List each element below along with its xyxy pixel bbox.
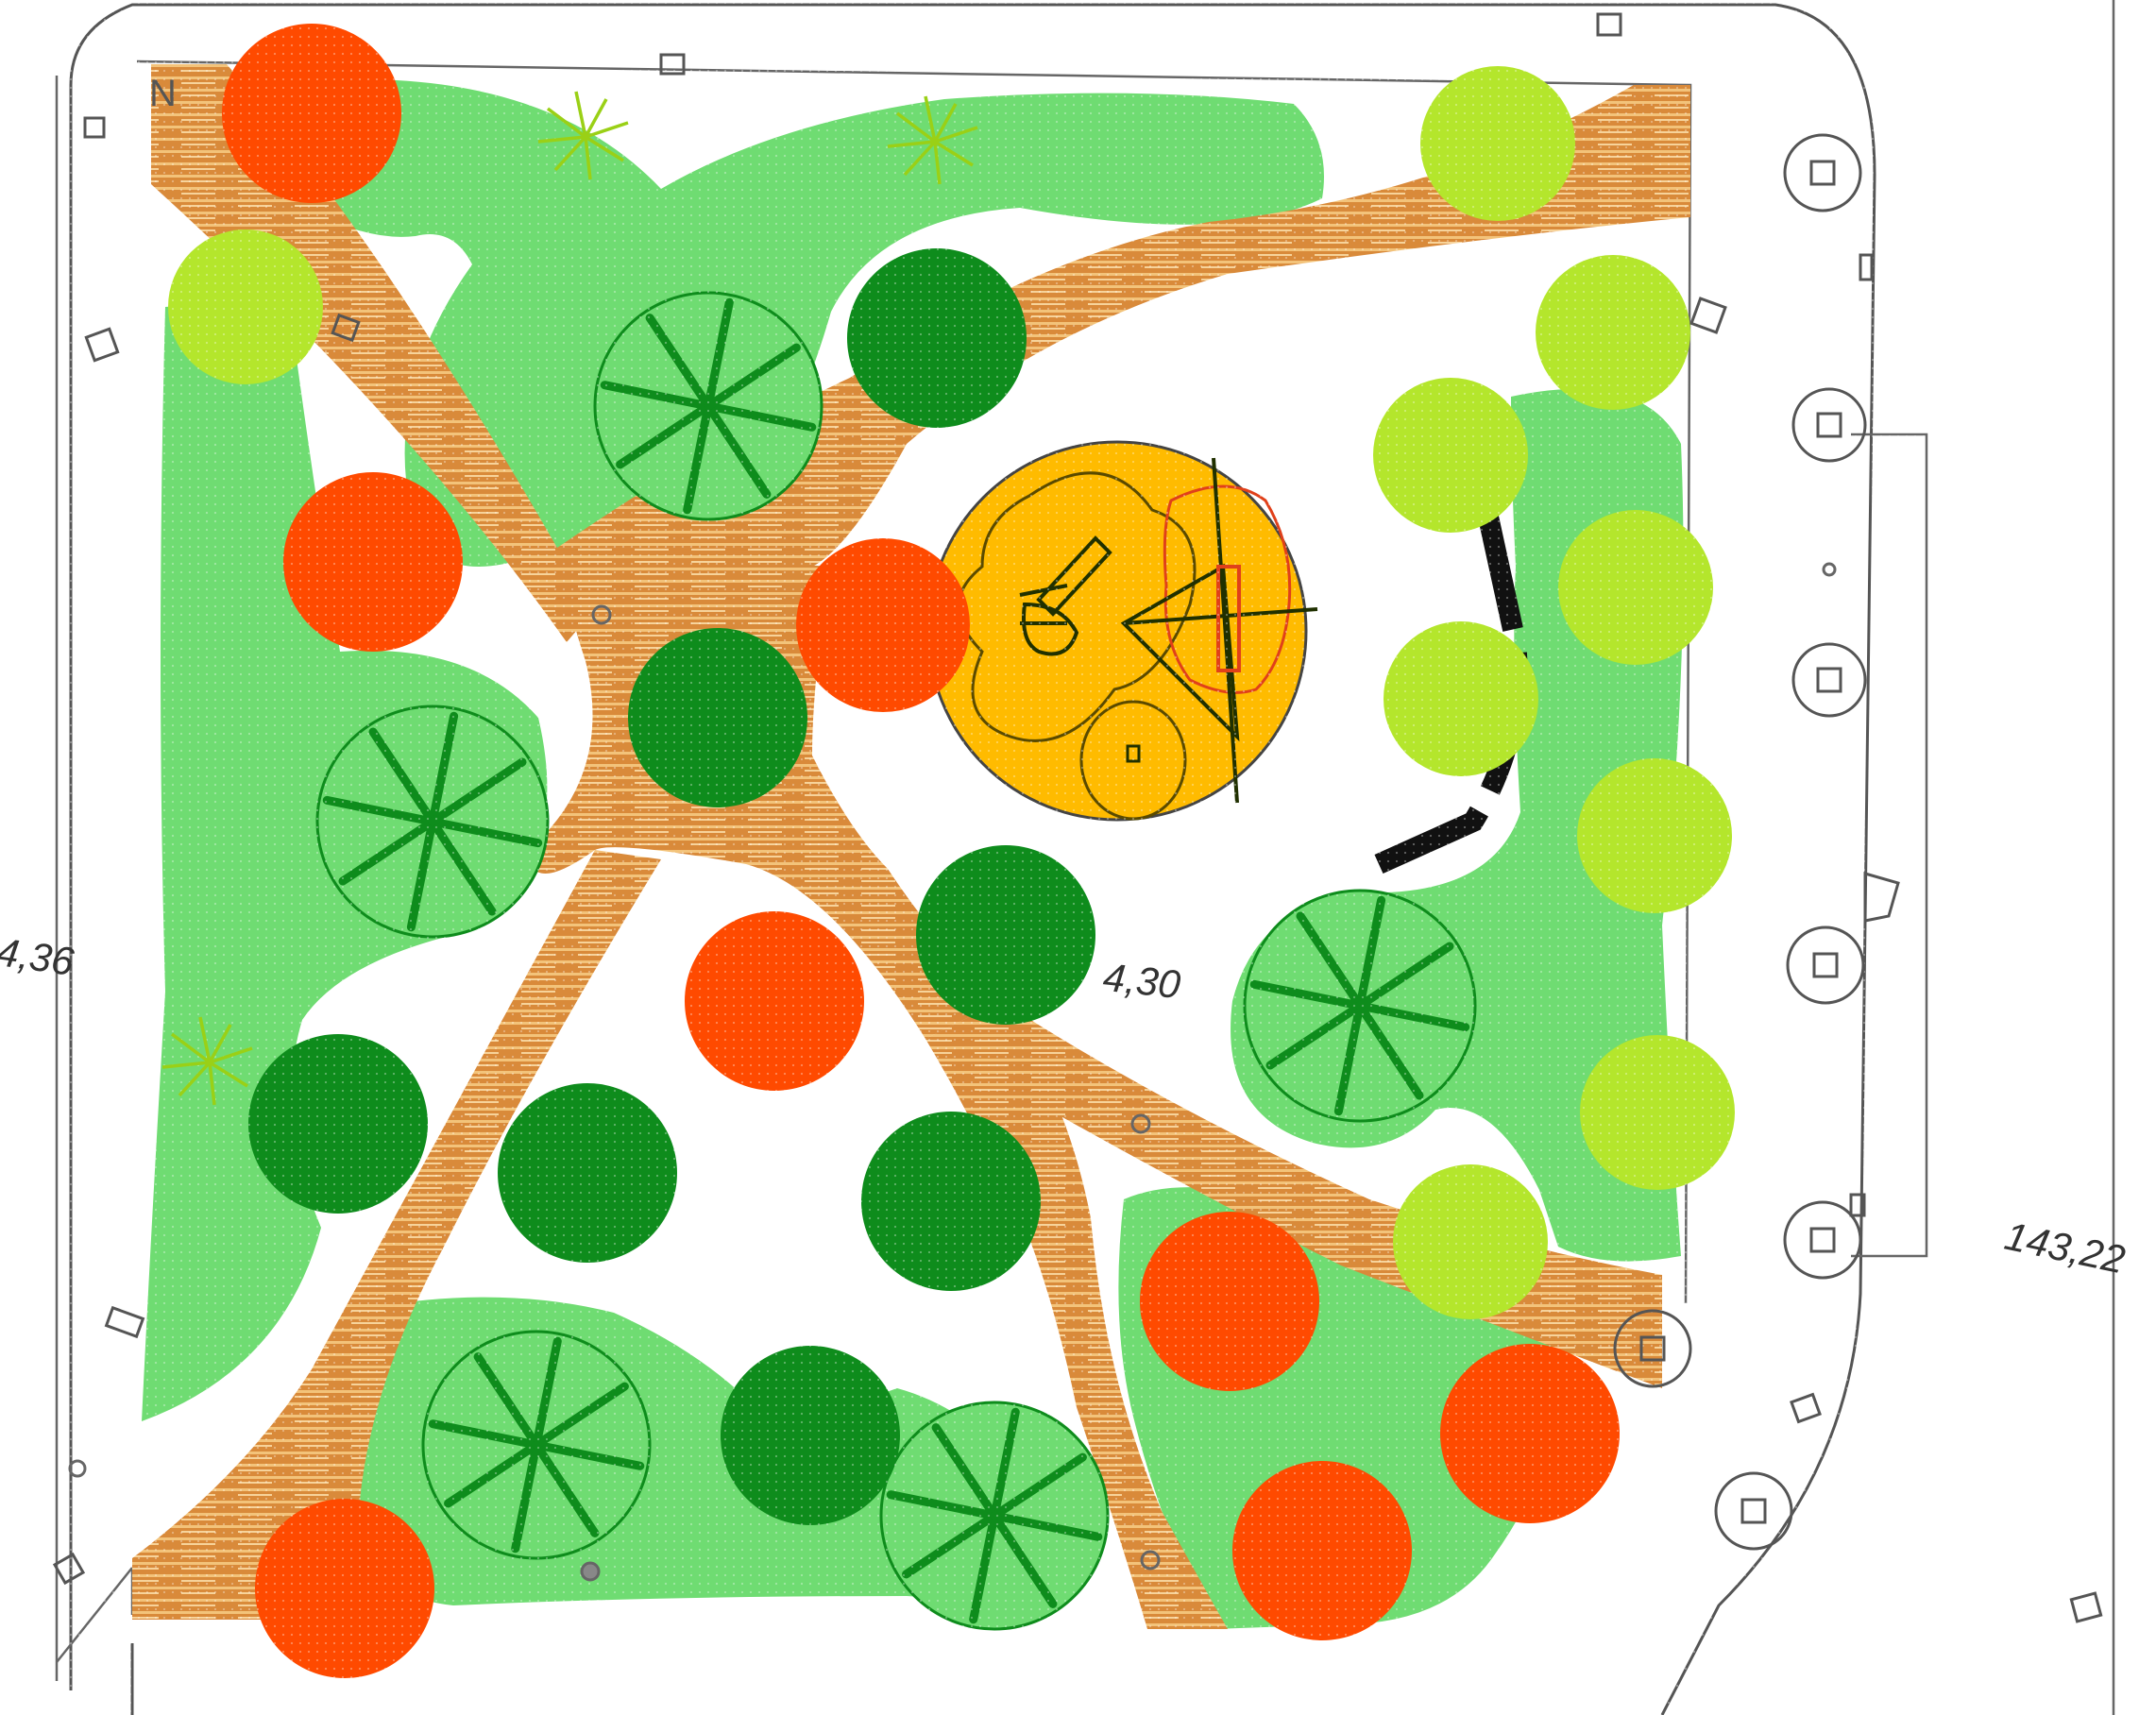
manhole-icon: [68, 1459, 87, 1478]
manhole-icon: [580, 1561, 601, 1582]
tree-red: [222, 24, 401, 203]
tree-dark-green: [248, 1034, 428, 1214]
tree-dark-green: [861, 1112, 1041, 1291]
tree-lime: [1558, 510, 1713, 665]
tree-lime: [1577, 758, 1732, 913]
tree-lime: [1384, 621, 1538, 776]
manhole-icon: [1140, 1550, 1161, 1571]
tree-dark-green: [847, 248, 1027, 428]
elevation-label-center: 4,30: [1101, 955, 1183, 1007]
palm-icon: [161, 1016, 253, 1106]
manhole-icon: [591, 604, 612, 625]
tree-lime: [1580, 1035, 1735, 1190]
tree-red: [685, 911, 864, 1091]
tree-red: [1232, 1461, 1412, 1640]
manhole-icon: [1130, 1113, 1151, 1134]
tree-lime: [1536, 255, 1690, 410]
tree-red: [796, 538, 970, 712]
tree-red: [1440, 1344, 1620, 1523]
manhole-icon: [1822, 562, 1837, 577]
tree-dark-green: [916, 845, 1095, 1025]
north-icon: N: [149, 73, 177, 114]
shrub-icon: [879, 1401, 1110, 1631]
lamp-icon: [1791, 387, 1867, 463]
tree-red: [1140, 1212, 1319, 1391]
tree-lime: [1373, 378, 1528, 533]
palms: [161, 91, 978, 1106]
play-area: [926, 440, 1308, 822]
lamp-icon: [1791, 642, 1867, 718]
tree-dark-green: [628, 628, 807, 807]
shrub-icon: [1243, 889, 1477, 1123]
shrub-icon: [421, 1330, 652, 1560]
tree-dark-green: [498, 1083, 677, 1263]
tree-lime: [168, 229, 323, 384]
lamp-icon: [1783, 133, 1862, 212]
tree-red: [283, 472, 463, 652]
elevation-label-west: 4,36: [0, 929, 77, 984]
lamp-icon: [1783, 1200, 1862, 1280]
shrub-icon: [315, 705, 550, 939]
shrub-icon: [593, 291, 823, 521]
tree-lime: [1393, 1164, 1548, 1319]
elevation-label-east: 143,22: [2001, 1214, 2129, 1282]
lamp-icon: [1714, 1471, 1793, 1551]
street-furniture: [52, 12, 2103, 1623]
tree-red: [255, 1499, 434, 1678]
tree-lime: [1420, 66, 1575, 221]
palm-icon: [537, 91, 629, 180]
tree-dark-green: [721, 1346, 900, 1525]
playground: [926, 440, 1318, 822]
lamp-icon: [1613, 1309, 1692, 1388]
manholes: [68, 562, 1837, 1582]
palm-icon: [887, 95, 978, 185]
lamp-icon: [1786, 925, 1865, 1005]
